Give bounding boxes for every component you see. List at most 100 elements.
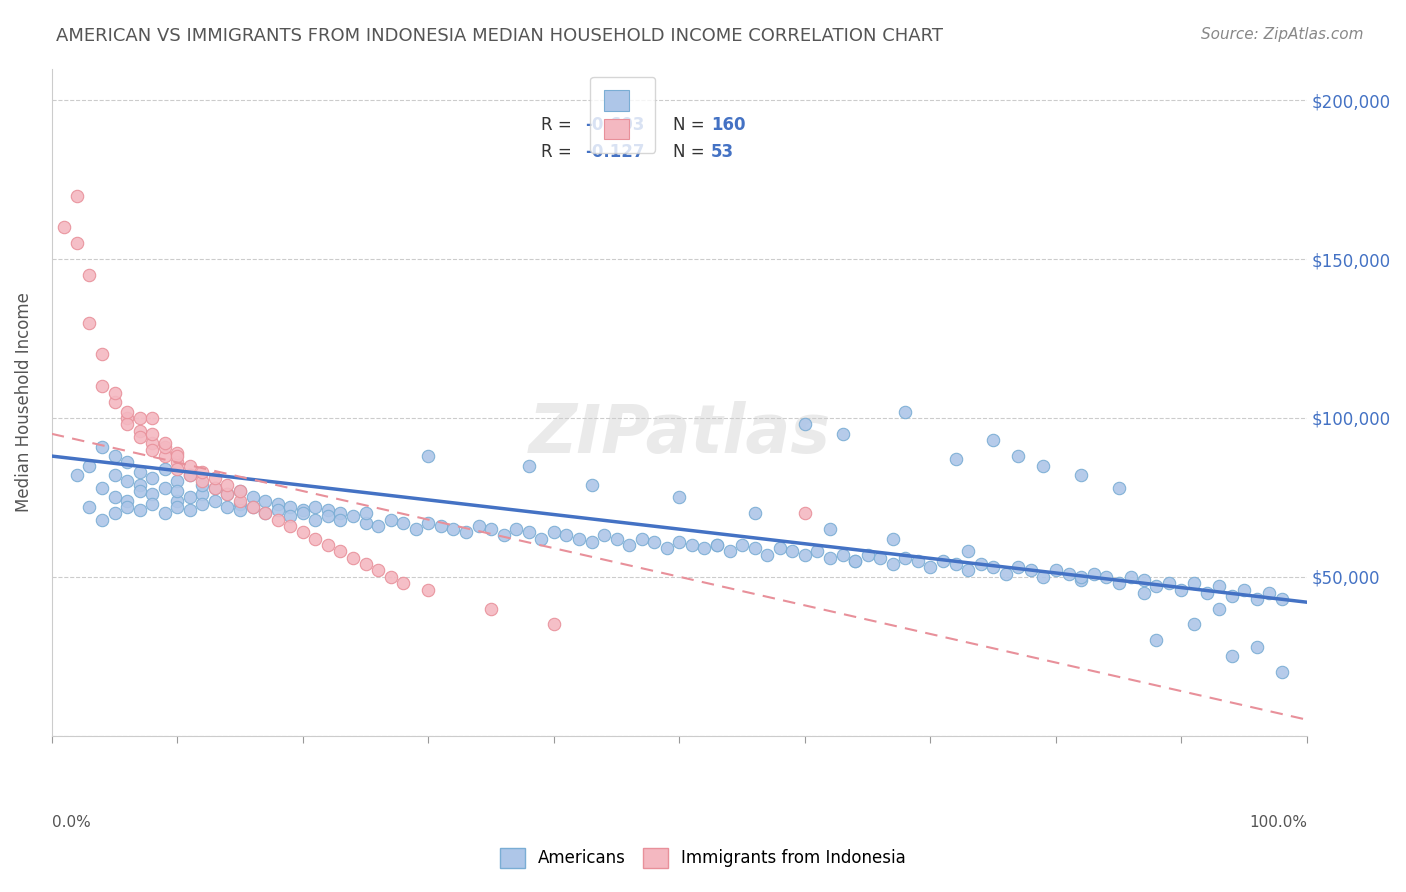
Point xyxy=(392,516,415,530)
Text: AMERICAN VS IMMIGRANTS FROM INDONESIA MEDIAN HOUSEHOLD INCOME CORRELATION CHART: AMERICAN VS IMMIGRANTS FROM INDONESIA ME… xyxy=(56,27,943,45)
Point xyxy=(141,497,163,511)
Point xyxy=(882,532,904,546)
Point xyxy=(103,395,125,409)
Point xyxy=(392,576,415,591)
Point xyxy=(166,493,188,508)
Point xyxy=(166,446,188,460)
Point xyxy=(166,462,188,476)
Point xyxy=(1246,640,1268,654)
Point xyxy=(153,449,176,463)
Point xyxy=(254,493,277,508)
Point xyxy=(492,528,515,542)
Point xyxy=(1133,573,1156,587)
Text: N =: N = xyxy=(673,143,710,161)
Point xyxy=(856,548,879,562)
Point xyxy=(267,503,290,517)
Point xyxy=(79,500,101,514)
Y-axis label: Median Household Income: Median Household Income xyxy=(15,293,32,512)
Point xyxy=(1108,481,1130,495)
Point xyxy=(153,481,176,495)
Point xyxy=(706,538,728,552)
Point xyxy=(79,268,101,282)
Point xyxy=(103,506,125,520)
Text: 53: 53 xyxy=(711,143,734,161)
Text: 160: 160 xyxy=(711,116,745,134)
Point xyxy=(606,532,628,546)
Point xyxy=(744,541,766,556)
Point xyxy=(581,534,603,549)
Point xyxy=(744,506,766,520)
Point xyxy=(430,519,453,533)
Point xyxy=(731,538,754,552)
Point xyxy=(115,475,138,489)
Point xyxy=(1157,576,1180,591)
Point xyxy=(229,503,252,517)
Point xyxy=(920,560,942,574)
Point xyxy=(329,506,352,520)
Point xyxy=(630,532,652,546)
Point xyxy=(1271,665,1294,679)
Point xyxy=(91,481,114,495)
Text: R =: R = xyxy=(541,143,578,161)
Point xyxy=(505,522,527,536)
Point xyxy=(1095,570,1118,584)
Point xyxy=(217,477,239,491)
Point xyxy=(1121,570,1143,584)
Point xyxy=(530,532,553,546)
Point xyxy=(115,411,138,425)
Point xyxy=(1246,592,1268,607)
Point xyxy=(806,544,828,558)
Point xyxy=(153,436,176,450)
Point xyxy=(191,487,214,501)
Point xyxy=(229,497,252,511)
Text: R =: R = xyxy=(541,116,578,134)
Point xyxy=(191,475,214,489)
Point xyxy=(141,436,163,450)
Point xyxy=(454,525,477,540)
Point xyxy=(191,497,214,511)
Point xyxy=(128,503,150,517)
Point xyxy=(166,455,188,469)
Point xyxy=(1220,649,1243,664)
Point xyxy=(693,541,716,556)
Point xyxy=(242,500,264,514)
Point xyxy=(291,503,314,517)
Point xyxy=(229,483,252,498)
Point xyxy=(329,513,352,527)
Point xyxy=(1258,585,1281,599)
Point xyxy=(204,481,226,495)
Point xyxy=(179,458,201,473)
Point xyxy=(593,528,616,542)
Point xyxy=(793,417,815,432)
Point xyxy=(568,532,591,546)
Point xyxy=(994,566,1017,581)
Point xyxy=(380,513,402,527)
Point xyxy=(141,471,163,485)
Point xyxy=(655,541,678,556)
Point xyxy=(115,500,138,514)
Point xyxy=(354,516,377,530)
Text: 0.0%: 0.0% xyxy=(52,815,90,830)
Point xyxy=(66,236,89,251)
Point xyxy=(555,528,578,542)
Point xyxy=(242,500,264,514)
Point xyxy=(128,430,150,444)
Point xyxy=(128,424,150,438)
Point xyxy=(844,554,866,568)
Point xyxy=(1220,589,1243,603)
Point xyxy=(1144,633,1167,648)
Point xyxy=(115,493,138,508)
Point xyxy=(517,525,540,540)
Point xyxy=(103,385,125,400)
Point xyxy=(617,538,640,552)
Point xyxy=(128,465,150,479)
Point xyxy=(103,449,125,463)
Point xyxy=(1045,564,1067,578)
Point xyxy=(1083,566,1105,581)
Point xyxy=(643,534,665,549)
Point xyxy=(304,500,326,514)
Point xyxy=(179,503,201,517)
Text: -0.127: -0.127 xyxy=(585,143,645,161)
Point xyxy=(115,404,138,418)
Point xyxy=(543,525,565,540)
